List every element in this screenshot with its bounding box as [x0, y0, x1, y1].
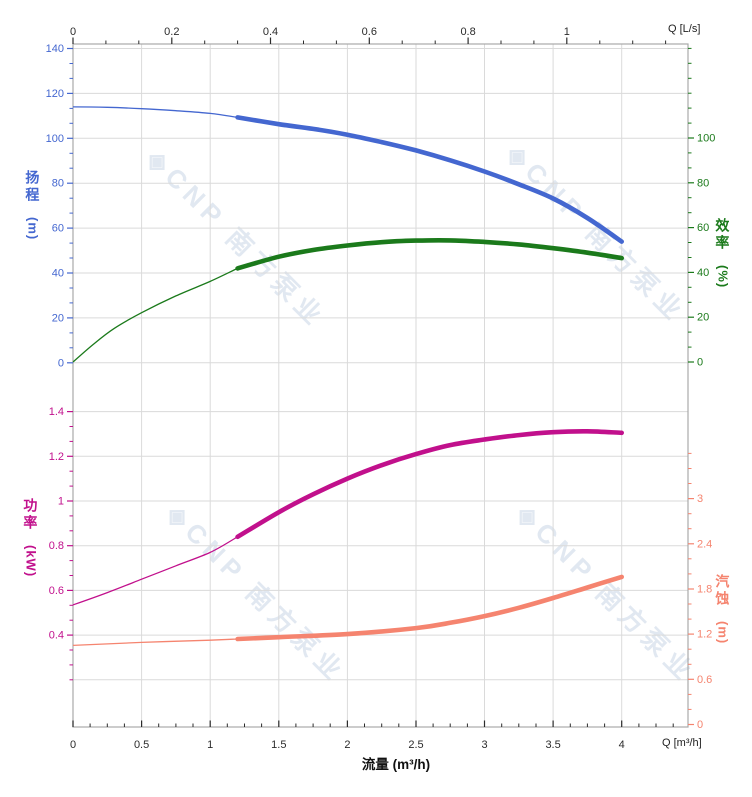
bottom-axis: 0 0.5 1 1.5 2 2.5 3 3.5 4	[70, 720, 674, 751]
head-curve-thin	[72, 106, 238, 119]
tick-label: 0.5	[134, 739, 149, 751]
tick-label: 1	[564, 26, 570, 38]
tick-label: 80	[697, 177, 709, 189]
efficiency-axis-unit: (%)	[715, 264, 731, 289]
cnp-watermark: ◈CNP 南方泵业	[500, 138, 691, 329]
tick-label: 0.6	[49, 585, 64, 597]
efficiency-curve	[72, 237, 624, 363]
tick-label: 100	[697, 133, 715, 145]
power-axis-unit: (kW)	[23, 544, 39, 578]
tick-label: 3	[481, 739, 487, 751]
tick-label: 4	[619, 739, 625, 751]
tick-label: 60	[52, 223, 64, 235]
efficiency-axis: 0 20 40 60 80 100	[688, 47, 715, 369]
tick-label: 100	[46, 133, 64, 145]
tick-label: 1	[58, 496, 64, 508]
tick-label: 60	[697, 222, 709, 234]
head-curve	[72, 106, 624, 244]
tick-label: 1.2	[49, 451, 64, 463]
tick-label: 0.8	[460, 26, 475, 38]
tick-label: 40	[52, 268, 64, 280]
top-axis: 0 0.2 0.4 0.6 0.8 1	[70, 26, 667, 44]
tick-label: 0.8	[49, 540, 64, 552]
tick-label: 1.8	[697, 584, 712, 596]
tick-label: 0.4	[49, 630, 64, 642]
tick-label: 3.5	[545, 739, 560, 751]
power-curve-thin	[72, 536, 238, 606]
npsh-axis-unit: (m)	[715, 620, 731, 645]
power-axis: 0.4 0.6 0.8 1 1.2 1.4	[49, 406, 73, 681]
tick-label: 0.2	[164, 26, 179, 38]
efficiency-curve-rated	[235, 237, 624, 271]
npsh-axis: 0 0.6 1.2 1.8 2.4 3	[688, 452, 712, 731]
head-axis-unit: (m)	[25, 216, 41, 241]
tick-label: 0	[697, 719, 703, 731]
tick-label: 140	[46, 43, 64, 55]
tick-label: 3	[697, 493, 703, 505]
npsh-axis-title-text: 汽蚀	[714, 574, 731, 608]
tick-label: 0	[697, 357, 703, 369]
tick-label: 40	[697, 267, 709, 279]
cnp-watermark: ◈CNP 南方泵业	[140, 143, 331, 334]
tick-label: 2.4	[697, 538, 712, 550]
tick-label: 20	[697, 312, 709, 324]
cnp-watermark: ◈CNP 南方泵业	[510, 498, 701, 689]
power-axis-title: 功率 (kW)	[22, 498, 39, 578]
tick-label: 2.5	[408, 739, 423, 751]
q-m3h-unit-label: Q [m³/h]	[662, 737, 702, 749]
head-axis: 0 20 40 60 80 100 120 140	[46, 43, 73, 369]
tick-label: 0	[58, 357, 64, 369]
tick-label: 80	[52, 178, 64, 190]
npsh-curve-rated	[235, 574, 624, 642]
head-axis-title: 扬程 (m)	[24, 170, 41, 241]
npsh-axis-title: 汽蚀 (m)	[714, 574, 731, 645]
tick-label: 0.6	[362, 26, 377, 38]
tick-label: 0.4	[263, 26, 278, 38]
tick-label: 1.2	[697, 629, 712, 641]
head-axis-title-text: 扬程	[24, 170, 41, 204]
tick-label: 1.4	[49, 406, 64, 418]
power-curve	[72, 428, 624, 606]
efficiency-curve-thin	[72, 267, 238, 363]
efficiency-axis-title: 效率 (%)	[714, 218, 731, 289]
tick-label: 0	[70, 739, 76, 751]
head-curve-rated	[235, 115, 624, 244]
tick-label: 120	[46, 88, 64, 100]
watermarks: ◈CNP 南方泵业 ◈CNP 南方泵业◈CNP 南方泵业 ◈CNP 南方泵业	[140, 138, 701, 689]
tick-label: 20	[52, 312, 64, 324]
power-axis-title-text: 功率	[22, 498, 39, 532]
tick-label: 1.5	[271, 739, 286, 751]
power-curve-rated	[235, 428, 624, 540]
npsh-curve-thin	[72, 638, 238, 647]
tick-label: 1	[207, 739, 213, 751]
tick-label: 0.6	[697, 674, 712, 686]
tick-label: 2	[344, 739, 350, 751]
npsh-curve	[72, 574, 624, 647]
flow-axis-title: 流量 (m³/h)	[361, 757, 431, 772]
efficiency-axis-title-text: 效率	[714, 218, 731, 252]
plot-frame	[72, 43, 689, 728]
tick-label: 0	[70, 26, 76, 38]
q-ls-unit-label: Q [L/s]	[668, 23, 701, 35]
